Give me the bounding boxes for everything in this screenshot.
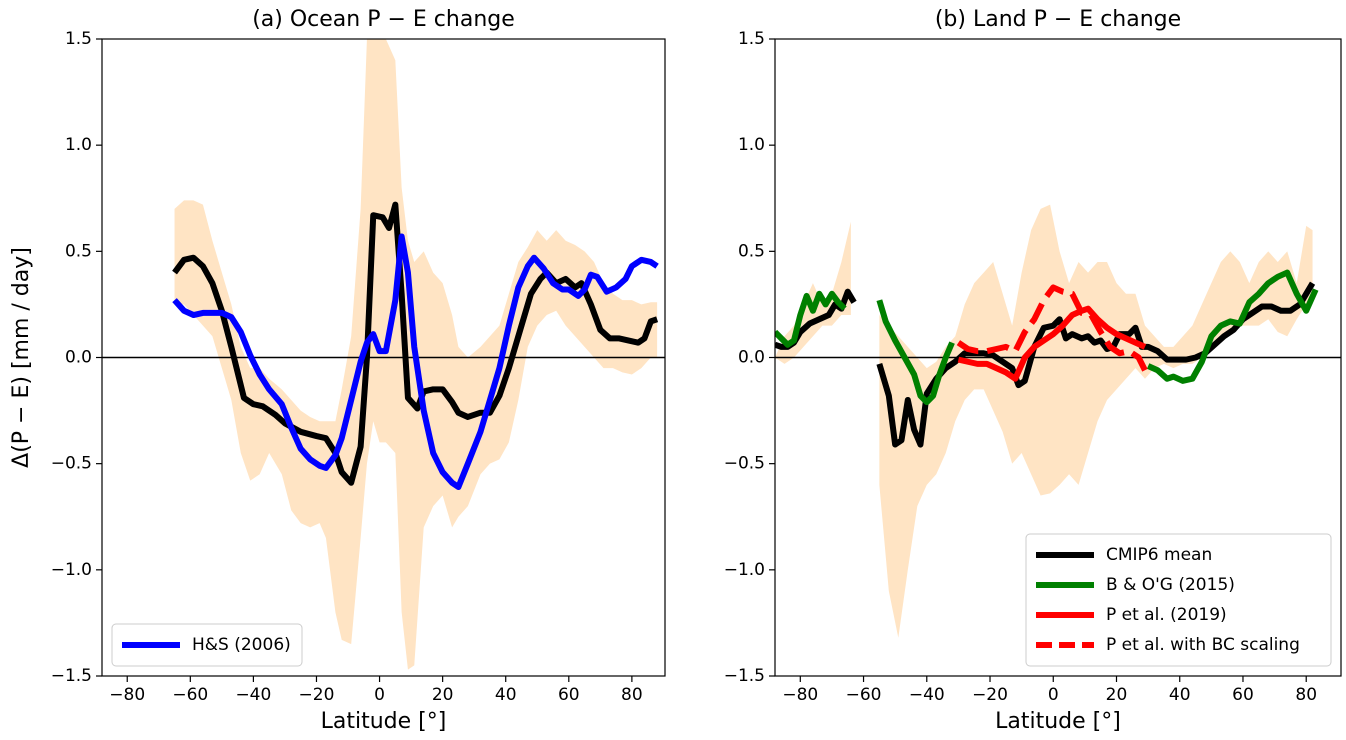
x-tick-label: 60 — [558, 685, 580, 705]
x-tick-label: −80 — [782, 685, 818, 705]
x-tick-label: −60 — [172, 685, 208, 705]
x-tick-label: −60 — [846, 685, 882, 705]
series-line — [956, 284, 1148, 372]
x-tick-label: 0 — [1048, 685, 1059, 705]
legend-box — [1025, 533, 1332, 667]
series-line — [775, 269, 1319, 406]
y-tick-label: −1.5 — [724, 666, 765, 686]
legend-box — [111, 623, 303, 667]
x-tick-label: −20 — [299, 685, 335, 705]
y-tick-label: 0.0 — [65, 348, 92, 368]
series-line — [957, 305, 1147, 382]
y-tick-label: −0.5 — [724, 454, 765, 474]
x-tick-label: 40 — [495, 685, 517, 705]
spread-band — [879, 204, 1313, 638]
y-tick-label: 1.0 — [738, 135, 765, 155]
legend-label: H&S (2006) — [192, 635, 291, 655]
legend-label: P et al. (2019) — [1106, 605, 1227, 625]
y-tick-label: −1.5 — [51, 666, 92, 686]
x-axis-label: Latitude [°] — [995, 709, 1121, 734]
plot-area — [775, 204, 1341, 638]
y-tick-label: 1.5 — [738, 29, 765, 49]
legend-label: B & O'G (2015) — [1106, 575, 1235, 595]
legend-label: CMIP6 mean — [1106, 545, 1212, 565]
chart-title: (b) Land P − E change — [935, 7, 1181, 32]
series-line — [172, 233, 659, 491]
y-tick-label: −1.0 — [51, 560, 92, 580]
y-axis-label: Δ(P − E) [mm / day] — [9, 247, 34, 468]
x-tick-label: 20 — [1106, 685, 1128, 705]
y-tick-label: 1.0 — [65, 135, 92, 155]
x-tick-label: −80 — [109, 685, 145, 705]
x-tick-label: 40 — [1169, 685, 1191, 705]
x-tick-label: −20 — [972, 685, 1008, 705]
x-tick-label: 20 — [432, 685, 454, 705]
x-tick-label: 60 — [1232, 685, 1254, 705]
x-tick-label: 80 — [1295, 685, 1317, 705]
x-tick-label: 0 — [374, 685, 385, 705]
y-tick-label: 1.5 — [65, 29, 92, 49]
x-tick-label: −40 — [235, 685, 271, 705]
x-tick-label: −40 — [909, 685, 945, 705]
y-tick-label: 0.5 — [738, 241, 765, 261]
y-tick-label: −1.0 — [724, 560, 765, 580]
x-tick-label: 80 — [621, 685, 643, 705]
plot-area — [102, 39, 665, 670]
x-axis-label: Latitude [°] — [321, 709, 447, 734]
chart-title: (a) Ocean P − E change — [252, 7, 515, 32]
y-tick-label: 0.5 — [65, 241, 92, 261]
y-tick-label: −0.5 — [51, 454, 92, 474]
y-tick-label: 0.0 — [738, 348, 765, 368]
legend-label: P et al. with BC scaling — [1106, 635, 1300, 655]
